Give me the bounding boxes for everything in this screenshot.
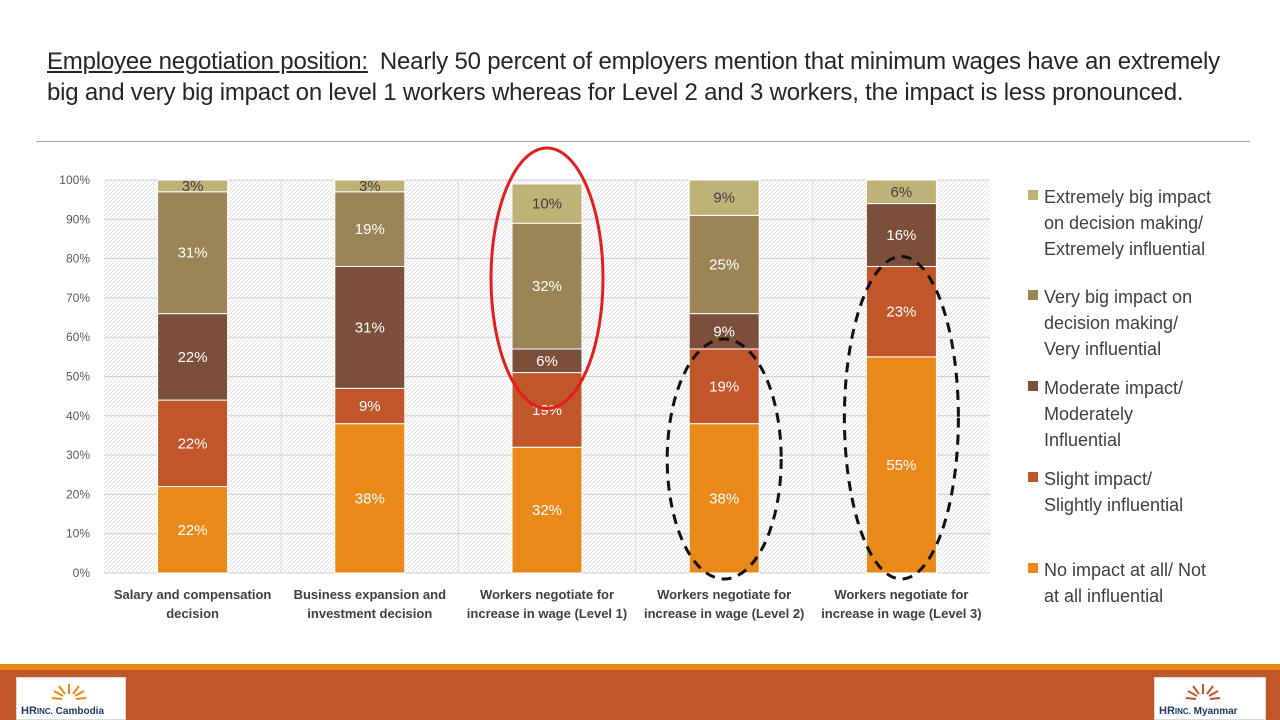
sunburst-logo-icon (1185, 684, 1221, 700)
highlight-ellipse-dashed (665, 337, 783, 581)
y-tick-label: 20% (66, 487, 90, 501)
logo-left-text: HRINC. Cambodia (21, 705, 105, 717)
y-tick-label: 50% (66, 370, 90, 384)
data-label: 22% (178, 435, 208, 452)
x-category-label: Salary and compensation decision (114, 587, 272, 621)
data-label: 38% (355, 490, 385, 507)
bar-segment (688, 179, 760, 216)
data-label: 19% (532, 402, 562, 419)
y-tick-label: 10% (66, 527, 90, 541)
data-label: 22% (178, 349, 208, 366)
bar-segment (688, 348, 760, 425)
legend-label: No impact at all/ Not at all influential (1044, 560, 1207, 606)
bar-segment (157, 191, 229, 315)
highlight-ellipse-red (489, 146, 605, 410)
highlight-ellipse-dashed (842, 255, 960, 581)
y-tick-label: 70% (66, 291, 90, 305)
bar-segment (334, 423, 406, 574)
data-label: 9% (713, 190, 735, 207)
legend-swatch (1028, 290, 1038, 300)
y-tick-label: 40% (66, 409, 90, 423)
legend-label: Slight impact/Slightly influential (1044, 469, 1184, 515)
bar-segment (865, 179, 937, 205)
data-label: 32% (532, 502, 562, 519)
bar-segment (157, 313, 229, 401)
bar-segment (334, 265, 406, 389)
data-label: 10% (532, 196, 562, 213)
footer-band (0, 664, 1280, 720)
title-body: Nearly 50 percent of employers mention t… (47, 48, 1220, 106)
data-label: 3% (359, 178, 381, 195)
x-category-label: Business expansion and investment decisio… (294, 587, 446, 621)
legend-swatch (1028, 472, 1038, 482)
bar-segment (688, 214, 760, 315)
x-category-label: Workers negotiate for increase in wage (L… (821, 587, 981, 621)
data-label: 32% (532, 278, 562, 295)
title-lead: Employee negotiation position: (47, 48, 368, 75)
bar-segment (511, 446, 583, 574)
bar-segment (334, 191, 406, 267)
logo-hrinc-cambodia: HRINC. Cambodia (16, 677, 126, 720)
data-label: 6% (891, 184, 913, 201)
data-label: 19% (709, 378, 739, 395)
sunburst-logo-icon (51, 684, 87, 700)
title-divider (36, 141, 1250, 142)
legend-swatch (1028, 563, 1038, 573)
y-tick-label: 0% (73, 566, 91, 580)
data-label: 16% (886, 227, 916, 244)
bar-segment (865, 265, 937, 358)
bar-segment (865, 203, 937, 267)
data-label: 9% (359, 398, 381, 415)
data-label: 9% (713, 323, 735, 340)
bar-segment (334, 179, 406, 193)
bar-segment (688, 423, 760, 574)
logo-hrinc-myanmar: HRINC. Myanmar (1154, 677, 1266, 720)
y-tick-label: 100% (59, 173, 90, 187)
slide-title: Employee negotiation position: Nearly 50 … (47, 46, 1247, 108)
legend-label: Very big impact on decision making/Very i… (1044, 287, 1193, 359)
legend-label: Moderate impact/Moderately Influential (1044, 378, 1184, 450)
data-label: 38% (709, 490, 739, 507)
y-tick-label: 80% (66, 252, 90, 266)
data-label: 19% (355, 221, 385, 238)
data-label: 25% (709, 256, 739, 273)
bar-segment (157, 399, 229, 488)
bar-segment (511, 222, 583, 350)
bar-segment (334, 387, 406, 425)
data-label: 31% (355, 319, 385, 336)
y-tick-label: 30% (66, 448, 90, 462)
data-label: 31% (178, 245, 208, 262)
legend-swatch (1028, 190, 1038, 200)
x-category-label: Workers negotiate for increase in wage (L… (644, 587, 804, 621)
data-label: 23% (886, 304, 916, 321)
legend-label: Extremely big impact on decision making/E… (1044, 187, 1212, 259)
data-label: 22% (178, 522, 208, 539)
y-tick-label: 90% (66, 212, 90, 226)
x-category-label: Workers negotiate for increase in wage (L… (467, 587, 627, 621)
bar-segment (865, 356, 937, 574)
data-label: 55% (886, 457, 916, 474)
bar-segment (511, 183, 583, 224)
bar-segment (157, 486, 229, 574)
stacked-bar-chart: 0% 10% 20% 30% 40% 50% 60% 70% 80% 90% 100% 22% 22%… (59, 146, 990, 621)
logo-right-text: HRINC. Myanmar (1159, 705, 1238, 717)
legend-swatch (1028, 381, 1038, 391)
bar-segment (157, 179, 229, 193)
data-label: 6% (536, 353, 558, 370)
y-tick-label: 60% (66, 330, 90, 344)
data-label: 3% (182, 178, 204, 195)
